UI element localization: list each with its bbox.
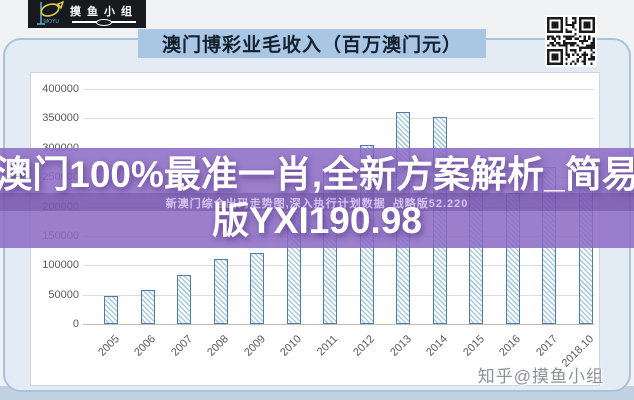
promo-overlay: 新澳门综合出码走势图,深入执行计划数据_战略版52.220 澳门100%最准一肖… [0, 148, 634, 248]
zhihu-watermark: 知乎@摸鱼小组 [477, 367, 604, 386]
x-axis-line [83, 324, 594, 325]
promo-headline-line2: 版YXI190.98 [212, 200, 422, 241]
y-axis-label: 400000 [42, 83, 79, 95]
bar-2006 [140, 290, 155, 324]
chart-title-banner: 澳门博彩业毛收入（百万澳门元） [138, 29, 486, 58]
x-axis-label: 2014 [424, 333, 450, 359]
x-axis-label: 2007 [168, 333, 195, 359]
y-axis-label: 0 [72, 318, 79, 330]
x-axis-label: 2016 [497, 333, 523, 359]
y-axis-label: 100000 [42, 259, 79, 272]
bar-2007 [177, 274, 191, 324]
y-axis-label: 350000 [42, 112, 79, 125]
x-axis-label: 2017 [533, 333, 560, 359]
y-axis-label: 50000 [48, 288, 79, 301]
gridline [83, 118, 594, 120]
brand-underline [72, 18, 136, 26]
gridline [83, 265, 594, 267]
promo-overlay-inner-band [0, 193, 634, 211]
x-axis-label: 2015 [460, 333, 487, 359]
promo-headline-line1: 澳门100%最准一肖,全新方案解析_简易 [0, 154, 634, 195]
x-axis-label: 2012 [351, 333, 377, 359]
bar-2008 [213, 259, 228, 324]
bar-2005 [104, 296, 118, 324]
brand-underline-fish [96, 18, 112, 26]
qr-code [545, 15, 597, 67]
bar-2009 [250, 253, 264, 324]
svg-text:MOYU: MOYU [44, 19, 59, 25]
brand-name: 摸鱼小组 [70, 5, 138, 18]
fish-icon: MOYU [37, 1, 64, 25]
x-axis-label: 2010 [278, 333, 304, 359]
x-axis-label: 2005 [95, 333, 122, 359]
gridline [83, 294, 594, 296]
x-axis-label: 2006 [132, 333, 158, 359]
promo-subtext: 新澳门综合出码走势图,深入执行计划数据_战略版52.220 [165, 198, 469, 210]
x-axis-label: 2008 [205, 333, 231, 359]
brand-logo: MOYU 摸鱼小组 [28, 0, 146, 28]
x-axis-label: 2011 [315, 333, 341, 359]
x-axis-label: 2009 [241, 333, 268, 359]
gridline [83, 89, 594, 90]
x-axis-label: 2013 [387, 333, 414, 359]
